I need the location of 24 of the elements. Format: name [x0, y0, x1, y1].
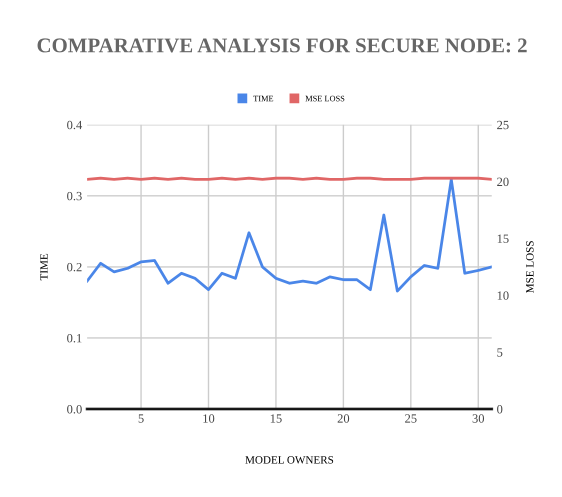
legend-label: TIME: [253, 96, 274, 102]
y2-tick-label: 15: [498, 234, 509, 243]
y-tick-label: 0.4: [67, 120, 82, 130]
y-tick-label: 0.1: [67, 334, 82, 342]
y2-tick-label: 20: [497, 178, 509, 186]
y2-tick-label: 5: [497, 348, 502, 357]
x-tick-label: 15: [270, 414, 282, 423]
line-series: [87, 178, 492, 292]
y-tick-label: 0.3: [67, 192, 82, 200]
x-tick-label: 10: [203, 414, 214, 423]
chart-title: COMPARATIVE ANALYSIS FOR SECURE NODE: 2: [38, 38, 527, 53]
y2-tick-label: 25: [497, 120, 509, 130]
x-tick-label: 5: [138, 414, 144, 423]
y2-axis-title: MSE LOSS: [526, 241, 534, 293]
y2-tick-label: 10: [498, 291, 509, 300]
x-tick-label: 20: [338, 414, 350, 423]
x-axis-title: MODEL OWNERS: [245, 456, 334, 464]
x-tick-label: 25: [405, 414, 417, 423]
legend-label: MSE LOSS: [305, 96, 344, 102]
y2-tick-label: 0: [497, 405, 502, 414]
y-tick-label: 0.0: [67, 405, 82, 414]
x-tick-label: 30: [472, 414, 484, 423]
y-axis-title: TIME: [40, 254, 48, 280]
y-tick-label: 0.2: [67, 262, 82, 272]
